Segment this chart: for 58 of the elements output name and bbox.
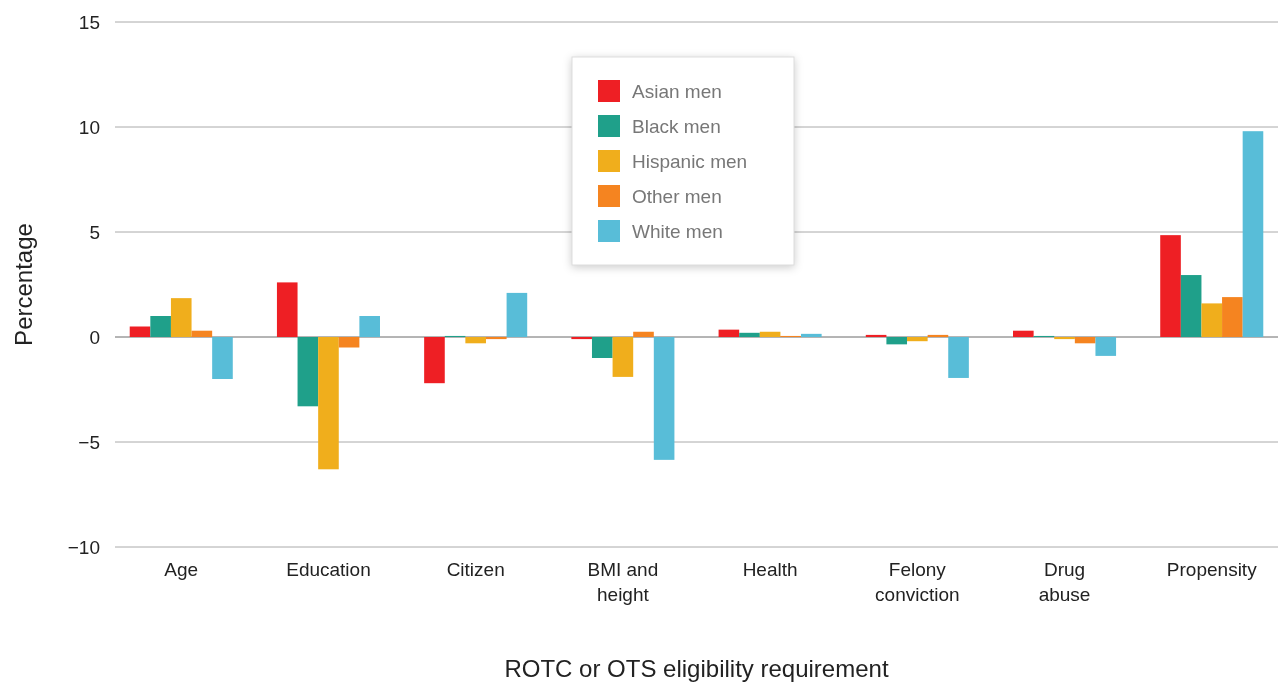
bar bbox=[739, 332, 760, 337]
legend-label: White men bbox=[632, 220, 723, 242]
y-tick-label: −5 bbox=[78, 431, 100, 453]
bar bbox=[927, 334, 949, 337]
y-axis-title: Percentage bbox=[10, 223, 37, 346]
y-tick-label: 15 bbox=[78, 11, 100, 33]
bar bbox=[212, 337, 233, 379]
bar bbox=[297, 337, 319, 407]
bar bbox=[506, 292, 528, 337]
bar bbox=[129, 326, 151, 337]
legend-label: Asian men bbox=[632, 80, 722, 102]
bar bbox=[1054, 337, 1075, 340]
bar bbox=[948, 337, 969, 378]
bar bbox=[1095, 337, 1117, 356]
y-tick-label: −10 bbox=[67, 536, 100, 558]
bar bbox=[318, 337, 339, 470]
bar bbox=[907, 337, 928, 342]
bar bbox=[1201, 303, 1223, 337]
bar bbox=[1222, 297, 1243, 337]
bar bbox=[886, 337, 908, 345]
bar bbox=[485, 337, 507, 340]
y-tick-label: 0 bbox=[89, 326, 100, 348]
bar bbox=[591, 337, 613, 358]
y-tick-label: 10 bbox=[78, 116, 100, 138]
bar bbox=[1180, 275, 1202, 337]
x-tick-label: Felony conviction bbox=[875, 559, 960, 605]
x-tick-label: Education bbox=[286, 559, 371, 580]
x-tick-label: Health bbox=[742, 559, 798, 580]
bar bbox=[1013, 330, 1034, 337]
x-tick-label: BMI and height bbox=[587, 559, 659, 605]
bar bbox=[170, 298, 192, 337]
bar bbox=[359, 316, 380, 337]
bar bbox=[718, 329, 740, 337]
y-tick-label: 5 bbox=[89, 221, 100, 243]
legend-label: Other men bbox=[632, 185, 722, 207]
bar bbox=[424, 337, 445, 384]
bar bbox=[465, 337, 486, 344]
x-axis-title: ROTC or OTS eligibility requirement bbox=[504, 655, 889, 682]
bar bbox=[1074, 337, 1096, 344]
bar bbox=[1242, 131, 1264, 337]
x-tick-label: Propensity bbox=[1166, 559, 1258, 580]
bar bbox=[276, 282, 298, 337]
bar bbox=[1160, 235, 1181, 337]
x-tick-label: Drug abuse bbox=[1038, 559, 1091, 605]
bar bbox=[571, 337, 592, 340]
legend-label: Hispanic men bbox=[632, 150, 748, 172]
bar bbox=[653, 337, 675, 460]
bar bbox=[801, 333, 822, 337]
x-tick-label: Age bbox=[164, 559, 199, 580]
bar bbox=[150, 316, 171, 337]
bar bbox=[865, 334, 887, 337]
x-tick-label: Citizen bbox=[446, 559, 505, 580]
legend-label: Black men bbox=[632, 115, 721, 137]
bar bbox=[759, 331, 781, 337]
bar bbox=[612, 337, 634, 377]
bar bbox=[191, 330, 213, 337]
bar bbox=[338, 337, 360, 348]
bar bbox=[633, 331, 654, 337]
